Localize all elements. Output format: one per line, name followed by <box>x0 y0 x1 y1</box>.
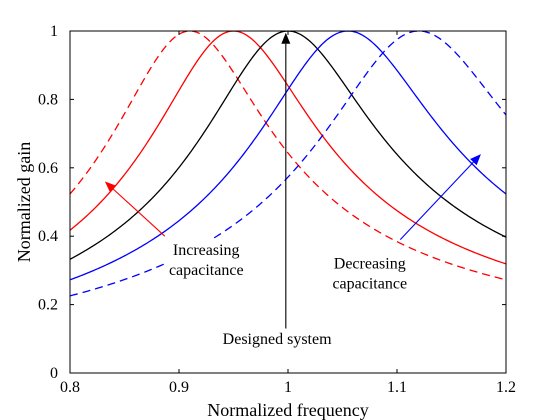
x-tick-label: 1.2 <box>496 379 516 396</box>
annotation-arrow-line <box>112 188 166 237</box>
annotation-background <box>328 253 412 296</box>
annotation-text: Decreasing <box>334 256 406 273</box>
x-tick-label: 0.8 <box>60 379 80 396</box>
x-tick-label: 0.9 <box>169 379 189 396</box>
annotation-text-block: Designed system <box>218 328 336 351</box>
annotation-arrow-head <box>104 181 117 193</box>
annotation-text-block: Decreasing capacitance <box>328 253 412 296</box>
annotation-text: Increasing <box>173 242 240 259</box>
y-tick-label: 0.8 <box>38 91 58 108</box>
y-tick-label: 0.2 <box>38 297 58 314</box>
annotation-arrow-line <box>399 161 474 240</box>
y-tick-label: 0.4 <box>38 228 58 245</box>
series-line-4 <box>70 31 506 297</box>
annotation-arrow-head <box>470 154 481 166</box>
x-tick-label: 1 <box>284 379 292 396</box>
annotation-background <box>164 240 248 283</box>
y-tick-label: 0.6 <box>38 160 58 177</box>
annotation-text-block: Increasing capacitance <box>164 240 248 283</box>
tick-layer: 0.8 0.9 1 1.1 1.2 0 0.2 0.4 0.6 0.8 1 <box>38 23 516 396</box>
x-tick-label: 1.1 <box>387 379 407 396</box>
arrow-layer <box>104 32 481 329</box>
y-tick-label: 0 <box>50 365 58 382</box>
annotation-text: capacitance <box>332 276 407 293</box>
series-layer <box>70 31 506 297</box>
annotation-text: Designed system <box>223 331 332 348</box>
annotation-text: capacitance <box>169 262 244 279</box>
annotation-background <box>218 328 336 351</box>
series-line-1 <box>70 31 506 265</box>
y-tick-label: 1 <box>50 23 58 40</box>
series-line-3 <box>70 31 506 281</box>
series-line-0 <box>70 31 506 281</box>
annotation-layer: Increasing capacitance Decreasing capacitan… <box>164 240 412 351</box>
y-axis-label: Normalized gain <box>14 142 34 262</box>
annotation-arrow-head <box>281 32 291 44</box>
x-axis-label: Normalized frequency <box>207 400 368 420</box>
series-line-2 <box>70 31 506 260</box>
